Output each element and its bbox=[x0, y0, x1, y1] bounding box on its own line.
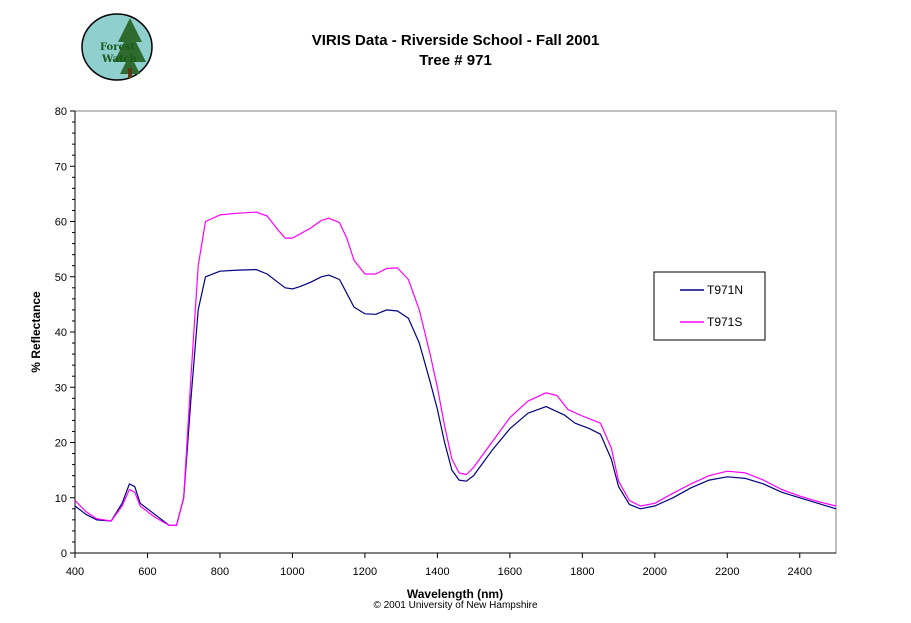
y-axis-title: % Reflectance bbox=[29, 291, 43, 373]
legend-label-t971s: T971S bbox=[707, 315, 742, 329]
axes: 0 10 20 30 40 50 60 70 80 400 600 800 1000 1200 1400 16… bbox=[55, 106, 836, 578]
x-tick-label: 2000 bbox=[643, 566, 667, 578]
y-tick-label: 10 bbox=[55, 493, 67, 505]
title-line-2: Tree # 971 bbox=[419, 52, 492, 69]
y-tick-label: 50 bbox=[55, 272, 67, 284]
y-tick-label: 70 bbox=[55, 161, 67, 173]
chart-title: VIRIS Data - Riverside School - Fall 200… bbox=[0, 31, 911, 71]
x-tick-label: 600 bbox=[138, 566, 156, 578]
x-tick-label: 1200 bbox=[353, 566, 377, 578]
legend-box bbox=[653, 271, 766, 341]
x-tick-label: 1400 bbox=[425, 566, 449, 578]
logo-text-forest: Forest bbox=[100, 42, 135, 53]
x-tick-label: 400 bbox=[66, 566, 84, 578]
x-tick-label: 800 bbox=[211, 566, 229, 578]
y-tick-label: 40 bbox=[55, 327, 67, 339]
x-tick-label: 2400 bbox=[788, 566, 812, 578]
x-tick-label: 1800 bbox=[570, 566, 594, 578]
copyright-notice: © 2001 University of New Hampshire bbox=[373, 600, 538, 611]
series-layer bbox=[74, 211, 837, 526]
y-tick-label: 20 bbox=[55, 438, 67, 450]
y-tick-label: 80 bbox=[55, 106, 67, 118]
x-tick-label: 2200 bbox=[715, 566, 739, 578]
x-tick-label: 1600 bbox=[498, 566, 522, 578]
legend: T971N T971S bbox=[653, 271, 766, 341]
forest-watch-logo: Forest Watch bbox=[81, 13, 153, 81]
x-tick-label: 1000 bbox=[280, 566, 304, 578]
y-tick-label: 30 bbox=[55, 382, 67, 394]
title-line-1: VIRIS Data - Riverside School - Fall 200… bbox=[311, 32, 600, 49]
x-axis-title: Wavelength (nm) bbox=[407, 587, 503, 601]
y-tick-label: 60 bbox=[55, 217, 67, 229]
logo-text-watch: Watch bbox=[101, 54, 138, 65]
series-line-t971s bbox=[74, 211, 837, 526]
y-tick-label: 0 bbox=[61, 548, 67, 560]
legend-label-t971n: T971N bbox=[707, 283, 743, 297]
